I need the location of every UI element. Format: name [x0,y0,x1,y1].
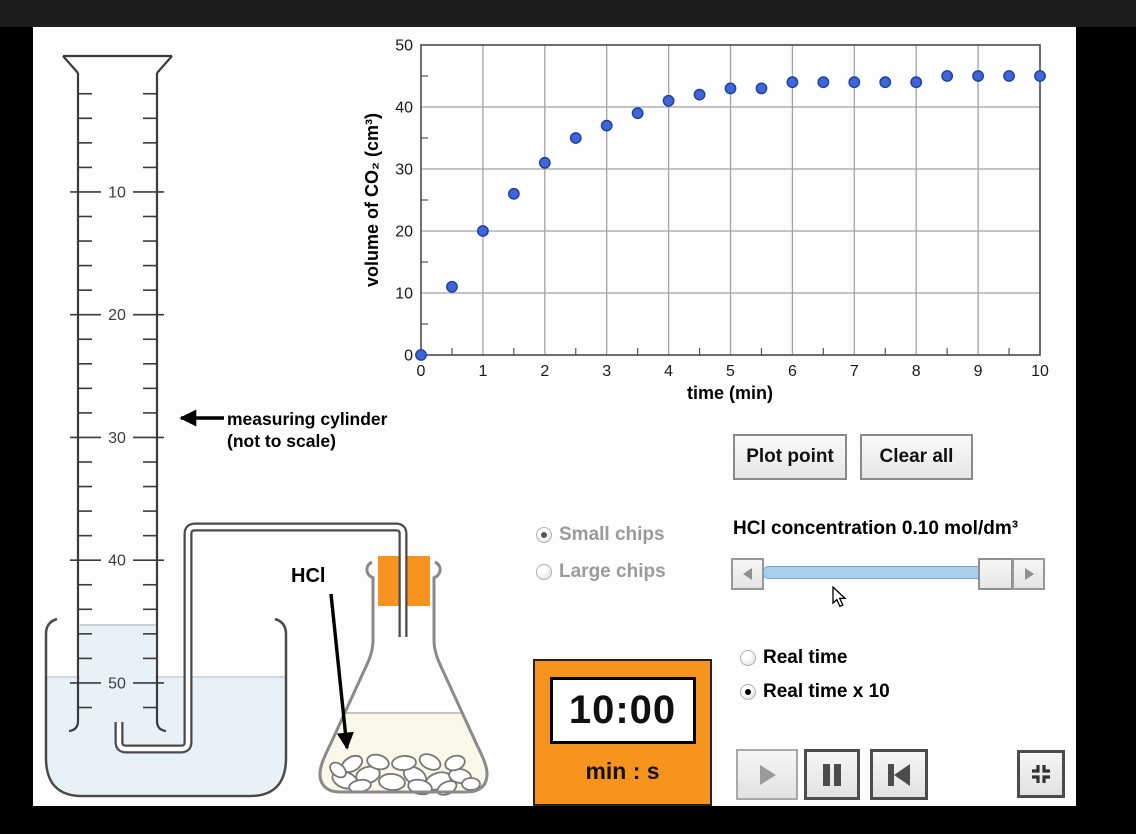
plot-point-button[interactable]: Plot point [733,434,847,480]
timer-display: 10:00 [549,677,696,744]
small-chips-label: Small chips [559,524,665,545]
conical-flask [318,560,489,794]
chart-x-axis-title: time (min) [687,383,773,403]
right-arrow-icon [1024,568,1034,580]
slider-increase-button[interactable] [1012,558,1045,590]
hcl-arrow [329,593,354,750]
top-bar [0,0,1136,27]
cylinder-water [79,625,156,705]
svg-text:0: 0 [417,363,426,380]
pause-icon [823,763,841,786]
cylinder-scale-numbers: 10 20 30 40 50 [108,184,126,692]
flask-label: HCl [291,565,325,587]
svg-text:20: 20 [395,224,413,241]
cylinder-caption-line2: (not to scale) [227,431,336,451]
cylinder-graduations [70,92,164,709]
hcl-concentration-label: HCl concentration 0.10 mol/dm³ [733,518,1019,539]
real-time-x10-label: Real time x 10 [763,681,890,702]
rewind-icon [888,763,910,786]
svg-text:6: 6 [788,363,797,380]
svg-text:2: 2 [540,363,549,380]
co2-volume-chart: 0 1 2 3 4 5 6 7 8 9 10 0 10 20 30 40 50 volume of CO₂ (c… [362,38,1049,404]
delivery-tube [114,522,408,754]
pause-button[interactable] [804,749,860,800]
svg-text:9: 9 [974,363,983,380]
clear-all-label: Clear all [879,446,954,467]
svg-text:3: 3 [602,363,611,380]
trough [44,617,288,798]
radio-real-time-x10[interactable]: Real time x 10 [740,681,890,703]
clear-all-button[interactable]: Clear all [860,434,973,480]
concentration-slider-thumb[interactable] [978,558,1013,590]
svg-text:50: 50 [108,675,126,692]
cylinder-caption-line1: measuring cylinder [227,409,388,429]
svg-text:20: 20 [108,307,126,324]
radio-real-time-icon [740,650,756,666]
rewind-button[interactable] [870,749,928,800]
svg-text:8: 8 [912,363,921,380]
svg-text:10: 10 [1031,363,1049,380]
measuring-cylinder [62,54,173,733]
radio-small-chips-icon [536,527,552,543]
svg-text:5: 5 [726,363,735,380]
resize-button[interactable] [1017,750,1065,798]
left-arrow-icon [742,568,752,580]
play-icon [760,764,776,785]
svg-text:1: 1 [478,363,487,380]
trough-water [47,677,285,794]
svg-text:40: 40 [395,100,413,117]
svg-text:30: 30 [395,162,413,179]
concentration-slider-track[interactable] [763,566,1013,579]
svg-text:7: 7 [850,363,859,380]
collapse-corners-icon [1032,765,1050,783]
timer-unit-label: min : s [585,758,660,784]
svg-text:10: 10 [395,286,413,303]
radio-large-chips-icon [536,564,552,580]
radio-real-time[interactable]: Real time [740,647,847,669]
mouse-cursor [832,586,847,608]
svg-text:4: 4 [664,363,673,380]
real-time-label: Real time [763,647,848,668]
slider-decrease-button[interactable] [731,558,764,590]
radio-large-chips[interactable]: Large chips [536,561,666,583]
chart-plot-area: 0 1 2 3 4 5 6 7 8 9 10 0 10 20 30 40 50 [395,38,1049,381]
svg-text:40: 40 [108,553,126,570]
large-chips-label: Large chips [559,561,666,582]
svg-text:50: 50 [395,38,413,55]
svg-text:0: 0 [404,348,413,365]
chart-y-axis-title: volume of CO₂ (cm³) [362,113,382,287]
plot-point-label: Plot point [746,446,834,467]
radio-small-chips[interactable]: Small chips [536,524,665,546]
svg-text:10: 10 [108,184,126,201]
play-button[interactable] [736,749,798,800]
radio-real-time-x10-icon [740,684,756,700]
svg-text:30: 30 [108,430,126,447]
timer: 10:00 min : s [533,659,712,806]
